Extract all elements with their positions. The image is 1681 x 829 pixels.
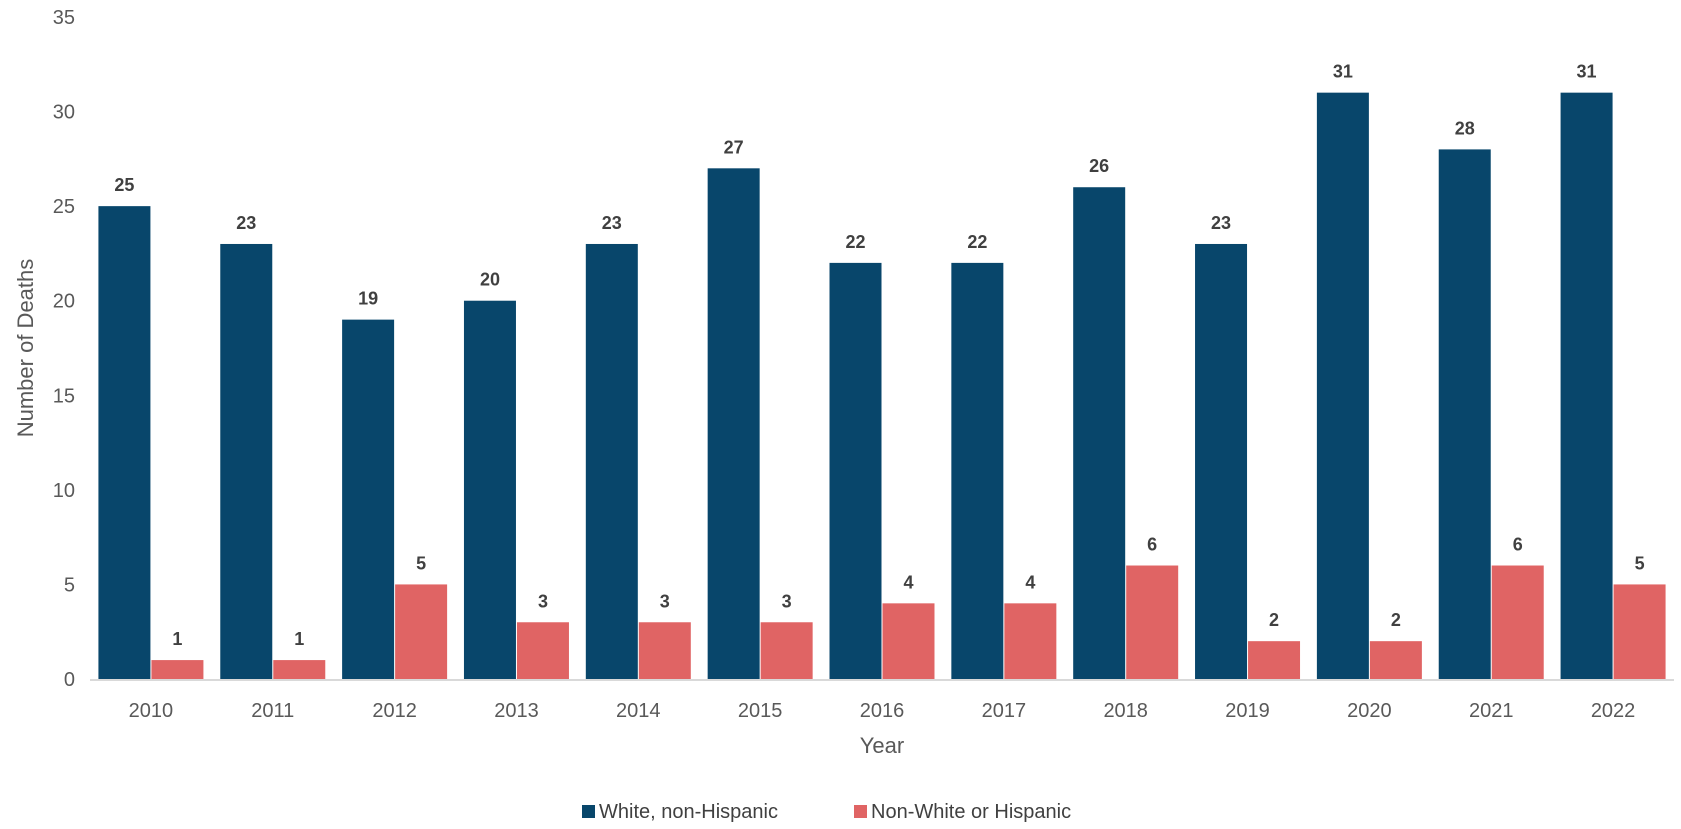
data-label: 6 [1513, 535, 1523, 555]
bar-white-non-hispanic-2012 [342, 319, 395, 679]
data-label: 23 [602, 213, 622, 233]
y-tick-label: 35 [53, 7, 75, 29]
bar-non-white-or-hispanic-2012 [395, 584, 448, 679]
data-label: 6 [1147, 535, 1157, 555]
data-label: 26 [1089, 156, 1109, 176]
bar-non-white-or-hispanic-2011 [273, 660, 326, 679]
y-tick-label: 25 [53, 196, 75, 218]
y-axis: 0 5 10 15 20 25 30 35 [53, 7, 75, 691]
x-tick-label: 2022 [1591, 700, 1636, 722]
data-label: 23 [236, 213, 256, 233]
data-label: 23 [1211, 213, 1231, 233]
bar-non-white-or-hispanic-2022 [1613, 584, 1666, 679]
x-tick-label: 2015 [738, 700, 783, 722]
bar-non-white-or-hispanic-2019 [1248, 641, 1301, 679]
bar-white-non-hispanic-2020 [1316, 92, 1369, 679]
legend-swatch [582, 805, 595, 818]
bar-white-non-hispanic-2011 [220, 243, 273, 679]
legend: White, non-Hispanic Non-White or Hispanic [582, 801, 1071, 823]
bar-non-white-or-hispanic-2015 [760, 622, 813, 679]
x-tick-label: 2013 [494, 700, 539, 722]
bars [98, 92, 1666, 680]
data-label: 19 [358, 289, 378, 309]
bar-white-non-hispanic-2016 [829, 262, 882, 679]
y-tick-label: 30 [53, 102, 75, 124]
data-label: 1 [294, 629, 304, 649]
data-label: 1 [172, 629, 182, 649]
bar-white-non-hispanic-2022 [1560, 92, 1613, 679]
x-axis-title: Year [860, 733, 904, 758]
bar-non-white-or-hispanic-2010 [151, 660, 204, 679]
x-tick-label: 2010 [129, 700, 174, 722]
y-tick-label: 0 [64, 669, 75, 691]
data-label: 27 [724, 137, 744, 157]
x-tick-label: 2019 [1225, 700, 1270, 722]
bar-white-non-hispanic-2019 [1195, 243, 1248, 679]
x-tick-label: 2012 [372, 700, 417, 722]
data-label: 3 [782, 591, 792, 611]
data-label: 4 [903, 572, 913, 592]
data-label: 22 [967, 232, 987, 252]
bar-non-white-or-hispanic-2021 [1491, 565, 1544, 679]
data-label: 31 [1577, 62, 1597, 82]
data-label: 22 [845, 232, 865, 252]
bar-non-white-or-hispanic-2014 [638, 622, 691, 679]
data-label: 3 [660, 591, 670, 611]
data-label: 31 [1333, 62, 1353, 82]
bar-white-non-hispanic-2010 [98, 206, 151, 679]
data-label: 2 [1391, 610, 1401, 630]
y-tick-label: 15 [53, 385, 75, 407]
data-label: 4 [1025, 572, 1035, 592]
data-label: 25 [114, 175, 134, 195]
bar-white-non-hispanic-2018 [1073, 187, 1126, 679]
data-label: 20 [480, 270, 500, 290]
x-tick-label: 2016 [860, 700, 905, 722]
bar-white-non-hispanic-2017 [951, 262, 1004, 679]
x-tick-label: 2017 [982, 700, 1027, 722]
data-label: 2 [1269, 610, 1279, 630]
data-label: 5 [1635, 553, 1645, 573]
x-axis: 2010 2011 2012 2013 2014 2015 2016 2017 2018 2019… [129, 700, 1636, 722]
legend-label: White, non-Hispanic [599, 801, 778, 823]
data-label: 5 [416, 553, 426, 573]
bar-non-white-or-hispanic-2016 [882, 603, 935, 679]
x-tick-label: 2020 [1347, 700, 1392, 722]
bar-white-non-hispanic-2021 [1438, 149, 1491, 679]
bar-non-white-or-hispanic-2013 [516, 622, 569, 679]
bar-white-non-hispanic-2014 [585, 243, 638, 679]
legend-swatch [854, 805, 867, 818]
x-tick-label: 2018 [1103, 700, 1148, 722]
y-tick-label: 10 [53, 480, 75, 502]
y-axis-title: Number of Deaths [13, 259, 38, 438]
bar-white-non-hispanic-2015 [707, 168, 760, 680]
x-tick-label: 2011 [251, 700, 294, 722]
data-label: 28 [1455, 118, 1475, 138]
bar-white-non-hispanic-2013 [463, 300, 516, 679]
x-tick-label: 2021 [1469, 700, 1514, 722]
y-tick-label: 20 [53, 291, 75, 313]
data-label: 3 [538, 591, 548, 611]
bar-non-white-or-hispanic-2020 [1369, 641, 1422, 679]
x-tick-label: 2014 [616, 700, 661, 722]
y-tick-label: 5 [64, 574, 75, 596]
bar-non-white-or-hispanic-2018 [1126, 565, 1179, 679]
bar-non-white-or-hispanic-2017 [1004, 603, 1057, 679]
legend-label: Non-White or Hispanic [871, 801, 1071, 823]
